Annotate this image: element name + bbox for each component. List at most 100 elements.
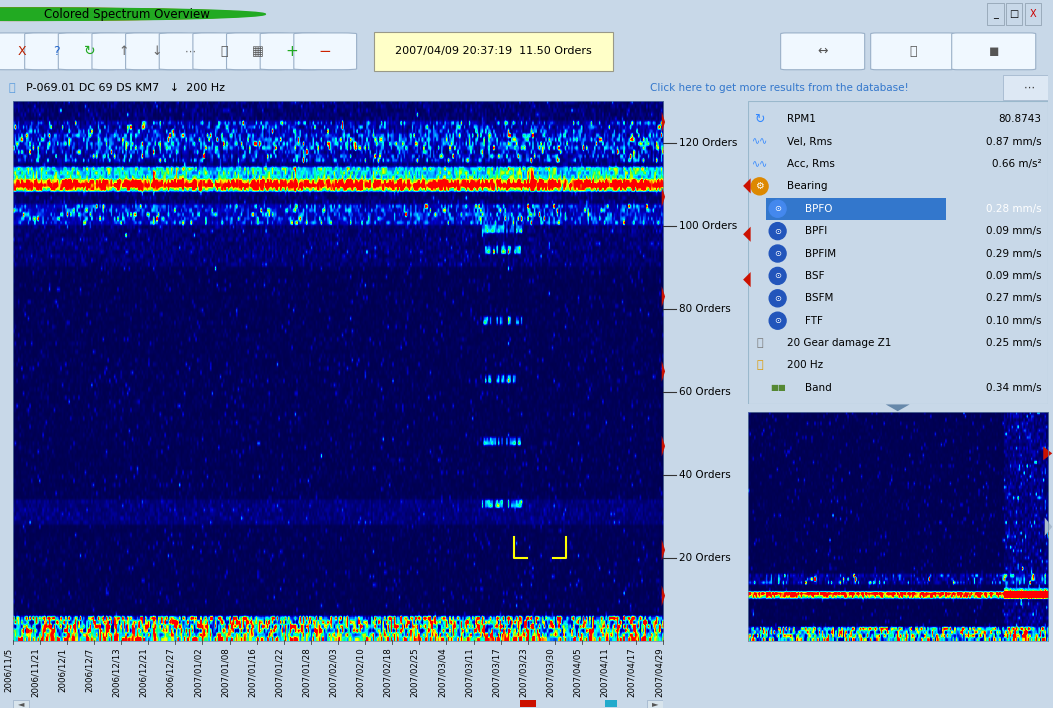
Text: 120 Orders: 120 Orders xyxy=(678,138,737,148)
Bar xyxy=(648,700,663,708)
FancyBboxPatch shape xyxy=(871,33,955,70)
FancyBboxPatch shape xyxy=(193,33,256,70)
Text: P-069.01 DC 69 DS KM7   ↓  200 Hz: P-069.01 DC 69 DS KM7 ↓ 200 Hz xyxy=(26,83,225,93)
Text: ▦: ▦ xyxy=(252,45,264,58)
Circle shape xyxy=(769,268,787,285)
Text: ⊙: ⊙ xyxy=(774,227,781,236)
FancyBboxPatch shape xyxy=(780,33,865,70)
Text: 80 Orders: 80 Orders xyxy=(678,304,731,314)
Text: 2007/02/10: 2007/02/10 xyxy=(356,647,365,697)
Text: 60 Orders: 60 Orders xyxy=(678,387,731,397)
Polygon shape xyxy=(886,404,910,411)
Text: 2007/03/17: 2007/03/17 xyxy=(492,647,501,697)
Text: X: X xyxy=(18,45,26,58)
Text: ⌕: ⌕ xyxy=(220,45,229,58)
Polygon shape xyxy=(743,272,751,287)
Text: 2006/12/7: 2006/12/7 xyxy=(85,647,94,692)
Circle shape xyxy=(769,312,787,329)
Text: 2006/12/27: 2006/12/27 xyxy=(166,647,175,697)
Text: BPFIM: BPFIM xyxy=(804,249,836,258)
Text: 2007/01/22: 2007/01/22 xyxy=(275,647,284,697)
Circle shape xyxy=(769,245,787,262)
Text: ↻: ↻ xyxy=(84,45,96,58)
Text: 200 Hz: 200 Hz xyxy=(787,360,822,370)
FancyBboxPatch shape xyxy=(0,33,54,70)
Text: 📁: 📁 xyxy=(8,83,15,93)
Text: 100 Orders: 100 Orders xyxy=(678,221,737,231)
Text: −: − xyxy=(319,44,332,59)
Polygon shape xyxy=(1045,518,1052,536)
Text: 2007/03/04: 2007/03/04 xyxy=(437,647,446,697)
Text: ⋯: ⋯ xyxy=(185,46,196,57)
Text: 20 Orders: 20 Orders xyxy=(678,554,731,564)
Bar xyxy=(520,700,536,707)
Circle shape xyxy=(769,222,787,239)
Text: 0.87 mm/s: 0.87 mm/s xyxy=(986,137,1041,147)
Text: 0.09 mm/s: 0.09 mm/s xyxy=(987,226,1041,236)
Text: ⊙: ⊙ xyxy=(774,294,781,303)
Text: 2006/12/21: 2006/12/21 xyxy=(139,647,148,697)
Text: 0.29 mm/s: 0.29 mm/s xyxy=(986,249,1041,258)
Text: X: X xyxy=(1030,9,1036,19)
Text: 2006/12/1: 2006/12/1 xyxy=(58,647,67,692)
Text: ◼: ◼ xyxy=(989,45,999,58)
FancyBboxPatch shape xyxy=(260,33,323,70)
Text: 2007/04/11: 2007/04/11 xyxy=(600,647,610,697)
Text: 0.25 mm/s: 0.25 mm/s xyxy=(986,338,1041,348)
FancyBboxPatch shape xyxy=(1002,76,1053,100)
Text: 2007/01/16: 2007/01/16 xyxy=(247,647,257,697)
Text: ■■: ■■ xyxy=(770,384,786,392)
FancyBboxPatch shape xyxy=(294,33,357,70)
Text: 2006/11/5: 2006/11/5 xyxy=(3,647,13,692)
Text: ⊙: ⊙ xyxy=(774,271,781,280)
Polygon shape xyxy=(1044,447,1052,460)
Polygon shape xyxy=(743,227,751,242)
Text: ↻: ↻ xyxy=(754,113,764,125)
Text: ↓: ↓ xyxy=(152,45,162,58)
Text: 2006/11/21: 2006/11/21 xyxy=(31,647,40,697)
Text: 2007/03/23: 2007/03/23 xyxy=(519,647,528,697)
FancyBboxPatch shape xyxy=(92,33,155,70)
Text: _: _ xyxy=(993,9,997,19)
Text: BPFI: BPFI xyxy=(804,226,827,236)
Polygon shape xyxy=(661,361,665,382)
Text: 2007/02/18: 2007/02/18 xyxy=(383,647,393,697)
Polygon shape xyxy=(661,586,665,606)
Text: ⊙: ⊙ xyxy=(774,316,781,325)
Text: Click here to get more results from the database!: Click here to get more results from the … xyxy=(650,83,909,93)
FancyBboxPatch shape xyxy=(159,33,222,70)
Circle shape xyxy=(769,200,787,217)
FancyBboxPatch shape xyxy=(952,33,1036,70)
Text: ∿∿: ∿∿ xyxy=(752,137,768,147)
Text: 2007/02/03: 2007/02/03 xyxy=(329,647,338,697)
Text: 0.10 mm/s: 0.10 mm/s xyxy=(987,316,1041,326)
Polygon shape xyxy=(661,112,665,132)
FancyBboxPatch shape xyxy=(125,33,188,70)
Text: 2007/01/02: 2007/01/02 xyxy=(194,647,202,697)
Bar xyxy=(604,700,617,707)
Text: 0.66 m/s²: 0.66 m/s² xyxy=(992,159,1041,169)
Text: ⊙: ⊙ xyxy=(774,204,781,213)
Text: ↔: ↔ xyxy=(817,45,828,58)
Text: 🔍: 🔍 xyxy=(756,338,763,348)
Text: 2007/04/29: 2007/04/29 xyxy=(654,647,663,697)
Polygon shape xyxy=(661,186,665,207)
Circle shape xyxy=(769,290,787,307)
Polygon shape xyxy=(743,178,751,193)
Text: ⊙: ⊙ xyxy=(774,249,781,258)
Circle shape xyxy=(0,8,253,21)
Text: 2007/04/05: 2007/04/05 xyxy=(573,647,582,697)
Text: +: + xyxy=(285,44,298,59)
FancyBboxPatch shape xyxy=(226,33,290,70)
Text: 0.34 mm/s: 0.34 mm/s xyxy=(986,383,1041,393)
Text: 📁: 📁 xyxy=(756,360,763,370)
Polygon shape xyxy=(661,435,665,457)
Text: Vel, Rms: Vel, Rms xyxy=(787,137,832,147)
Text: Acc, Rms: Acc, Rms xyxy=(787,159,835,169)
FancyBboxPatch shape xyxy=(374,32,613,71)
Text: Band: Band xyxy=(804,383,832,393)
Text: ►: ► xyxy=(652,700,658,708)
Bar xyxy=(766,198,946,220)
Text: 2007/04/17: 2007/04/17 xyxy=(628,647,636,697)
Text: BPFO: BPFO xyxy=(804,204,832,214)
